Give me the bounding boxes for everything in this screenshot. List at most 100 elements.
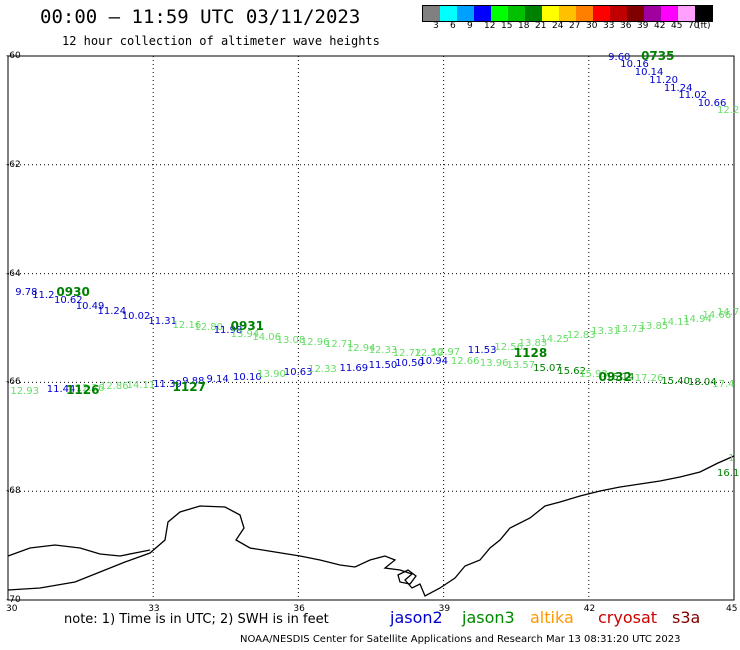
pass-time-label: 0931 [230, 318, 265, 333]
scale-swatch [525, 6, 542, 21]
wave-height-label: 12.26 [75, 382, 105, 394]
wave-height-label: 15.40 [661, 375, 691, 387]
wave-height-label: 12.97 [431, 347, 461, 359]
wave-height-label: 11.24 [663, 82, 693, 94]
scale-label: 3 [433, 21, 439, 31]
wave-height-label: 11.98 [213, 325, 243, 337]
wave-height-label: 12.2 [717, 105, 740, 117]
wave-height-label: 12.94 [346, 342, 376, 354]
wave-height-label: 13.08 [276, 334, 306, 346]
wave-height-label: 14.06 [252, 331, 282, 343]
scale-label: 39 [637, 21, 649, 31]
wave-height-label: 10.50 [395, 357, 424, 369]
wave-height-label: 17.26 [634, 373, 664, 385]
latitude-tick: -68 [6, 486, 21, 497]
scale-label: 24 [552, 21, 564, 31]
footer-note: note: 1) Time is in UTC; 2) SWH is in fe… [64, 612, 329, 627]
wave-height-label: 11.02 [678, 90, 707, 102]
wave-height-label: 11.69 [339, 362, 369, 374]
scale-swatch [593, 6, 610, 21]
wave-height-label: 12.50 [414, 347, 444, 359]
wave-height-label: 15.62 [557, 366, 586, 378]
wave-height-label: 14.7 [717, 306, 740, 318]
wave-height-label: 12.72 [392, 347, 422, 359]
scale-swatch [627, 6, 644, 21]
latitude-tick: -60 [6, 51, 21, 61]
wave-height-label: 15.07 [533, 363, 562, 375]
scale-label: 42 [654, 21, 666, 31]
scale-swatch [440, 6, 457, 21]
wave-height-label: 11.53 [467, 345, 497, 357]
mission-legend-jason2: jason2 [390, 608, 443, 627]
wave-height-label: 13.96 [479, 357, 509, 369]
wave-height-label: 16.1 [717, 467, 740, 479]
wave-height-label: 9.60 [608, 52, 631, 64]
wave-height-label: 12.93 [10, 385, 40, 397]
scale-swatch [508, 6, 525, 21]
scale-swatch [695, 6, 712, 21]
wave-height-label: 13.57 [506, 360, 536, 372]
wave-height-label: 11.20 [649, 75, 678, 87]
wave-height-label: 13.90 [257, 369, 286, 381]
wave-height-label: 10.49 [75, 300, 105, 312]
wave-height-label: 10.94 [419, 355, 449, 367]
scale-label: 45 [671, 21, 683, 31]
scale-label: 15 [501, 21, 513, 31]
wave-height-label: 11.2 [32, 290, 55, 302]
scale-label: 33 [603, 21, 615, 31]
scale-swatch [491, 6, 508, 21]
scale-label: 70 [688, 21, 700, 31]
wave-height-label: 13.31 [591, 326, 620, 338]
wave-height-label: 1 [728, 453, 735, 465]
pass-time-label: 0930 [56, 284, 90, 299]
wave-height-label: 9.88 [182, 376, 205, 388]
mission-legend-s3a: s3a [672, 608, 701, 627]
wave-height-label: 14.66 [702, 310, 732, 322]
wave-height-label: 11.31 [148, 316, 177, 328]
scale-label: 27 [569, 21, 581, 31]
scale-swatch [474, 6, 491, 21]
wave-height-label: 11.39 [153, 378, 182, 390]
wave-height-label: 18.04 [688, 377, 717, 389]
scale-swatch [661, 6, 678, 21]
wave-height-label: 13.73 [615, 323, 645, 335]
wave-height-label: 14.25 [540, 333, 570, 345]
wave-height-label: 10.63 [283, 367, 313, 379]
longitude-tick: 42 [583, 604, 596, 614]
scale-swatch [542, 6, 559, 21]
wave-height-label: 12.56 [494, 342, 524, 354]
scale-label: 30 [586, 21, 598, 31]
wave-height-label: 13.94 [230, 328, 260, 340]
wave-height-label: 10.10 [233, 372, 262, 384]
wave-height-label: 12.16 [172, 319, 202, 331]
scale-swatch [423, 6, 440, 21]
antarctic-coastline [7, 455, 735, 597]
wave-height-label: 14.11 [126, 379, 156, 391]
wave-height-label: 14.94 [683, 314, 712, 326]
scale-label: 12 [484, 21, 496, 31]
latitude-tick: -62 [6, 159, 21, 170]
wave-height-label: 14.11 [661, 316, 691, 328]
scale-swatch [678, 6, 695, 21]
wave-height-label: 12.80 [194, 322, 223, 333]
pass-time-label: 1128 [513, 346, 548, 361]
wave-height-label: 12.33 [308, 364, 337, 376]
wave-height-label: 12.83 [567, 330, 596, 342]
wave-height-label: 12.86 [99, 381, 129, 393]
mission-legend-cryosat: cryosat [598, 608, 658, 627]
pass-time-label: 0932 [598, 370, 632, 385]
map-gridlines [8, 56, 734, 600]
scale-label: 9 [467, 21, 473, 31]
wave-height-label: 17.4 [712, 378, 735, 390]
scale-swatch [457, 6, 474, 21]
wave-height-color-scale [422, 5, 713, 22]
wave-height-label: 16.14 [605, 371, 635, 383]
scale-label: (ft) [697, 21, 711, 31]
map-frame [7, 55, 735, 601]
longitude-tick: 33 [148, 604, 160, 614]
wave-height-label: 10.02 [121, 311, 151, 323]
coastline-inlet [7, 544, 151, 557]
wave-height-label: 10.16 [620, 59, 649, 71]
scale-label: 21 [535, 21, 547, 31]
